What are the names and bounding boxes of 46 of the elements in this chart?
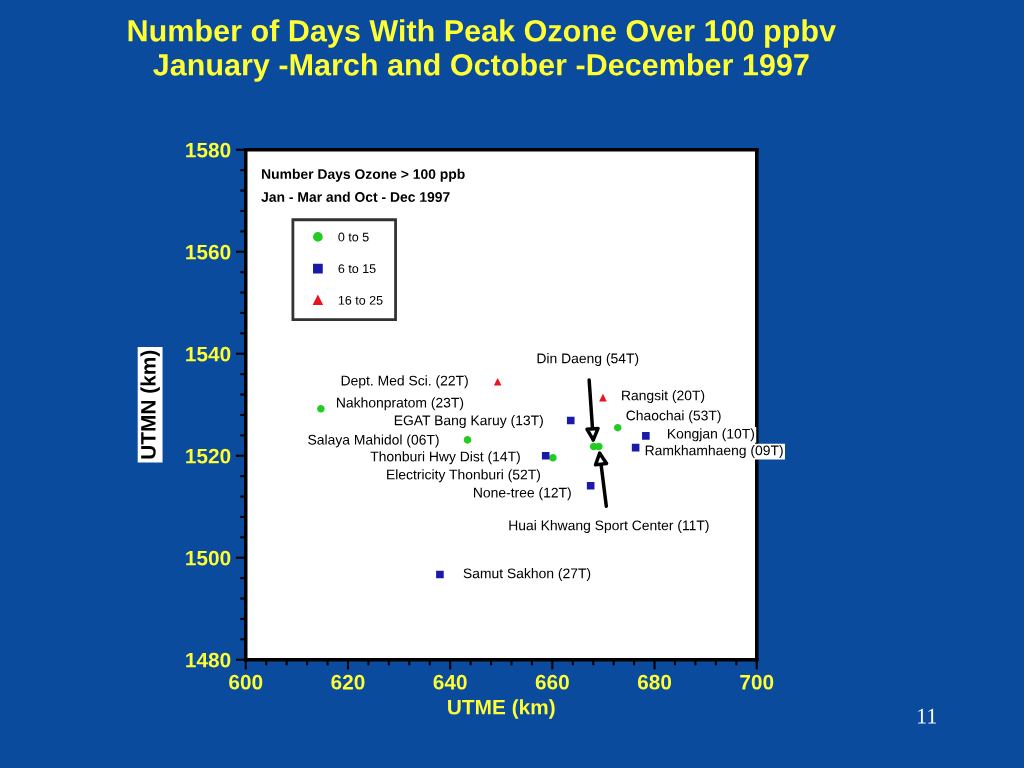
point — [541, 451, 550, 460]
y-tick-label: 1560 — [186, 244, 231, 260]
point — [566, 416, 575, 425]
annotation: Rangsit (20T) — [622, 390, 705, 404]
annotation: Thonburi Hwy Dist (14T) — [370, 451, 520, 465]
annotation: Jan - Mar and Oct - Dec 1997 — [261, 191, 450, 202]
y-tick-label: 1480 — [186, 652, 231, 668]
legend-label: 6 to 15 — [338, 264, 376, 274]
point — [613, 423, 622, 432]
point — [493, 377, 502, 386]
text: 11 — [917, 708, 937, 724]
annotation: Number Days Ozone > 100 ppb — [262, 168, 465, 182]
point — [549, 453, 557, 462]
annotation: Dept. Med Sci. (22T) — [341, 375, 468, 389]
annotation: Nakhonpratom (23T) — [337, 397, 464, 411]
annotation: Kongjan (10T) — [667, 428, 754, 442]
annotation: Electricity Thonburi (52T) — [387, 469, 540, 483]
x-tick-label: 600 — [229, 674, 263, 690]
x-tick-label: 700 — [740, 674, 774, 690]
point — [317, 405, 325, 413]
x-tick-label: 620 — [331, 674, 365, 690]
x-axis-title: UTME (km) — [448, 699, 555, 719]
point — [586, 482, 595, 490]
y-tick-label: 1520 — [186, 448, 231, 464]
x-tick-label: 680 — [637, 674, 672, 690]
x-tick-label: 660 — [535, 674, 569, 690]
annotation: None-tree (12T) — [474, 487, 571, 501]
annotation: Huai Khwang Sport Center (11T) — [509, 520, 709, 534]
legend-label: 16 to 25 — [338, 295, 383, 305]
point — [642, 432, 650, 440]
annotation: Samut Sakhon (27T) — [463, 568, 591, 582]
y-tick-label: 1580 — [186, 142, 231, 158]
point — [463, 436, 472, 444]
annotation: Ramkhamhaeng (09T) — [645, 445, 783, 459]
annotation: Din Daeng (54T) — [537, 353, 639, 367]
legend-label: 0 to 5 — [338, 232, 369, 242]
y-tick-label: 1500 — [186, 550, 231, 566]
x-tick-label: 640 — [433, 674, 467, 690]
chart-title: Number of Days With Peak Ozone Over 100 ppbv January -March and October -December 1997 — [128, 19, 836, 82]
y-axis-title: UTMN (km) — [140, 350, 160, 459]
annotation: Chaochai (53T) — [626, 410, 721, 424]
point — [595, 442, 603, 451]
y-tick-label: 1540 — [186, 346, 231, 362]
point — [436, 570, 444, 579]
annotation: Salaya Mahidol (06T) — [308, 434, 439, 448]
annotation: EGAT Bang Karuy (13T) — [394, 415, 543, 429]
